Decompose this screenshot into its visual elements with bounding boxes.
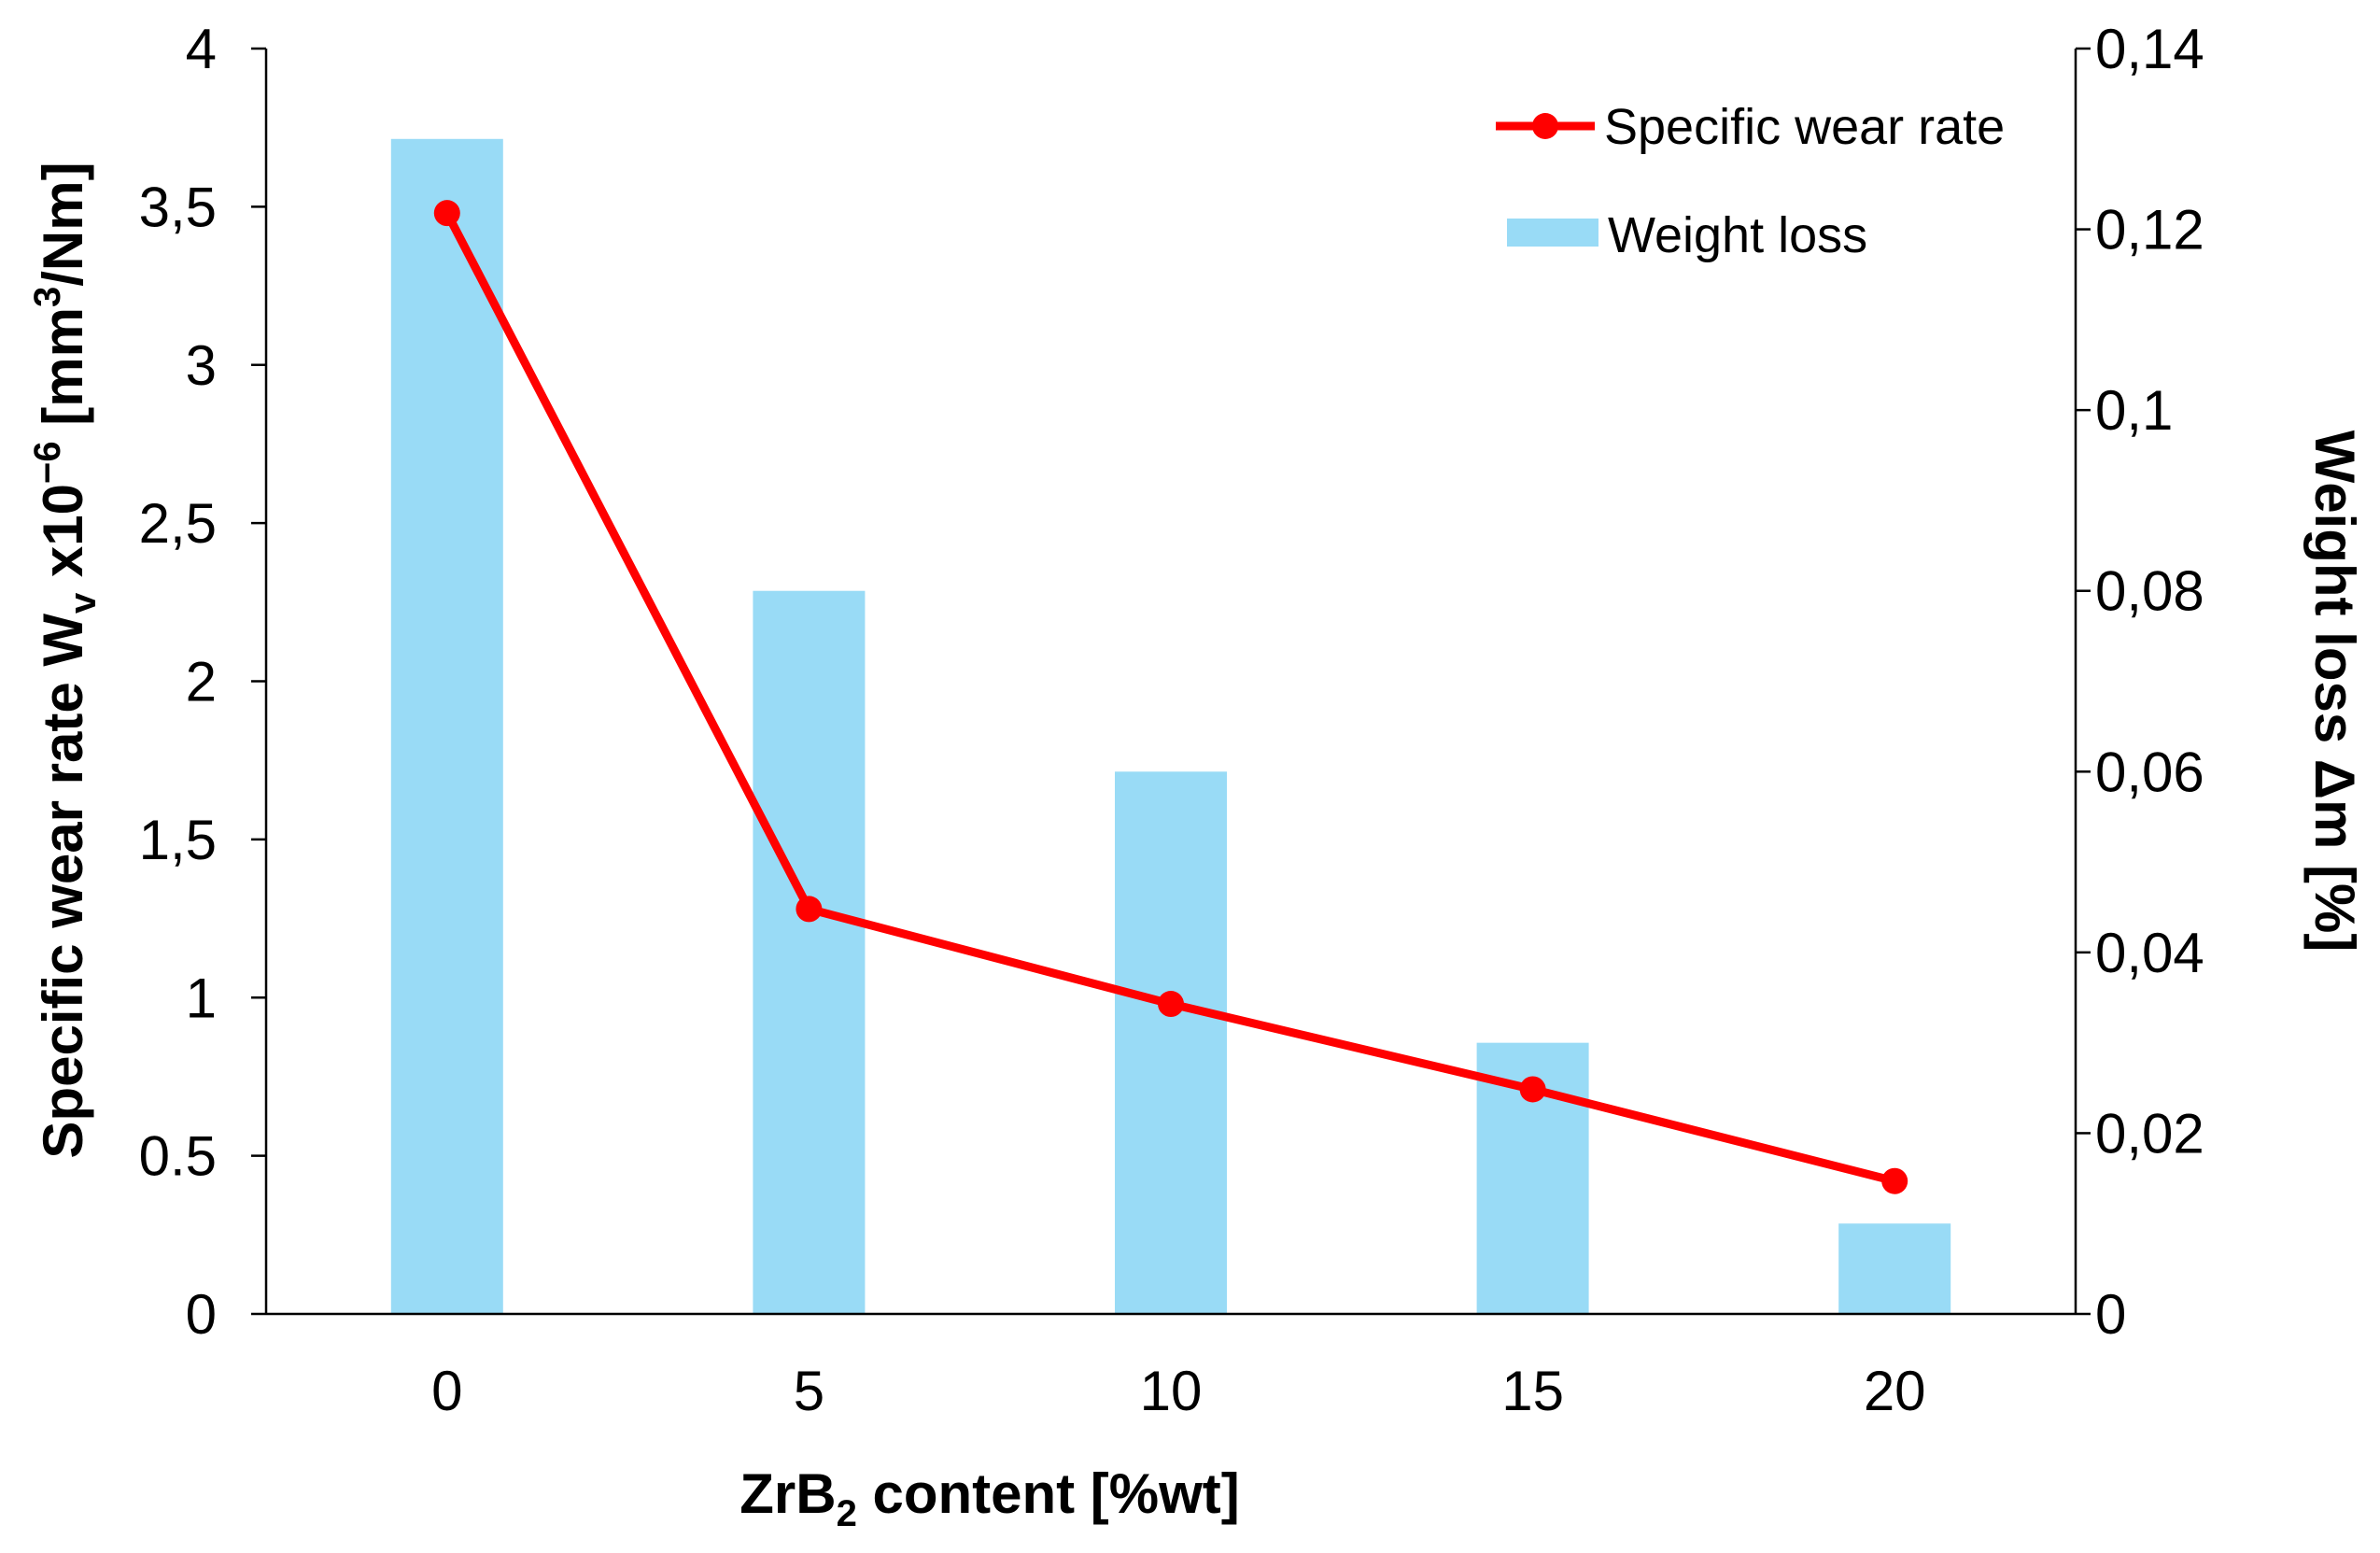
right-y-axis-title: Weight loss Δm [%]	[2303, 431, 2366, 953]
left-y-tick-label: 0.5	[139, 1125, 217, 1188]
left-y-tick-label: 2,5	[139, 492, 217, 555]
legend-line-marker	[1532, 113, 1558, 139]
right-y-tick-label: 0,14	[2095, 18, 2204, 80]
specific-wear-rate-point-5	[796, 896, 823, 923]
weight-loss-bar-0	[390, 138, 503, 1314]
right-y-tick-label: 0,1	[2095, 379, 2173, 442]
specific-wear-rate-line	[433, 200, 1908, 1194]
right-y-tick-label: 0,04	[2095, 922, 2204, 984]
left-y-tick-label: 4	[186, 18, 217, 80]
left-y-axis-title: Specific wear rate Wv x10−6 [mm3/Nm]	[27, 162, 104, 1158]
right-y-tick-label: 0,06	[2095, 741, 2204, 803]
legend-label-specific-wear-rate: Specific wear rate	[1604, 99, 2005, 155]
legend: Specific wear rate Weight loss	[1496, 99, 2005, 263]
right-y-tick-label: 0	[2095, 1283, 2126, 1346]
specific-wear-rate-point-0	[433, 200, 460, 227]
specific-wear-rate-point-10	[1158, 991, 1184, 1018]
left-y-tick-label: 2	[186, 651, 217, 713]
right-y-tick-label: 0,08	[2095, 560, 2204, 623]
legend-label-weight-loss: Weight loss	[1608, 207, 1867, 263]
x-tick-label-10: 10	[1140, 1360, 1203, 1422]
x-tick-label-5: 5	[794, 1360, 824, 1422]
weight-loss-bar-10	[1115, 771, 1227, 1314]
left-y-tick-label: 0	[186, 1283, 217, 1346]
x-tick-label-15: 15	[1501, 1360, 1564, 1422]
right-y-tick-label: 0,12	[2095, 199, 2204, 261]
left-y-tick-label: 1,5	[139, 809, 217, 871]
left-y-tick-label: 3	[186, 334, 217, 397]
weight-loss-bar-5	[753, 590, 866, 1314]
x-axis-title: ZrB2 content [%wt]	[739, 1462, 1240, 1534]
specific-wear-rate-point-15	[1519, 1076, 1546, 1103]
weight-loss-bar-20	[1838, 1223, 1951, 1314]
left-y-tick-label: 3,5	[139, 176, 217, 238]
legend-bar-swatch	[1507, 219, 1598, 247]
tick-labels: 0 0.5 1 1,5 2 2,5 3 3,5 4 0 0,02 0,04 0,06 0,08 0,1 0,1…	[139, 18, 2204, 1422]
axes	[251, 47, 2091, 1316]
left-y-tick-label: 1	[186, 967, 217, 1029]
specific-wear-rate-point-20	[1881, 1167, 1908, 1194]
right-y-tick-label: 0,02	[2095, 1102, 2204, 1165]
x-tick-label-0: 0	[431, 1360, 462, 1422]
x-tick-label-20: 20	[1864, 1360, 1926, 1422]
